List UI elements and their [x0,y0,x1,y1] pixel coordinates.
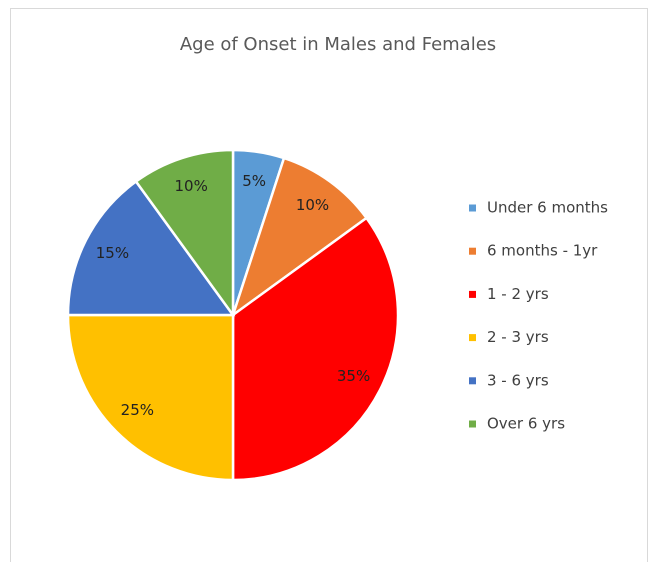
legend-label: 6 months - 1yr [487,242,598,260]
pie-slice [134,148,235,319]
legend-swatch [469,247,476,255]
legend-label: 1 - 2 yrs [487,285,549,303]
legend-swatch [469,420,476,428]
chart-title: Age of Onset in Males and Females [180,34,496,55]
data-label: 10% [296,196,329,214]
data-label: 10% [175,177,208,195]
data-label: 5% [242,172,266,190]
pie-slice [231,216,400,482]
legend-label: 2 - 3 yrs [487,328,549,346]
legend-label: Over 6 yrs [487,415,565,433]
legend-swatch [469,334,476,342]
legend-label: 3 - 6 yrs [487,371,549,389]
legend-swatch [469,204,476,212]
pie-slice [66,313,235,482]
legend-swatch [469,377,476,385]
legend-label: Under 6 months [487,199,608,217]
data-label: 15% [96,244,129,262]
data-label: 25% [121,401,154,419]
pie-slice [66,179,236,317]
legend-swatch [469,290,476,298]
data-label: 35% [337,367,370,385]
pie-slice [230,156,369,319]
